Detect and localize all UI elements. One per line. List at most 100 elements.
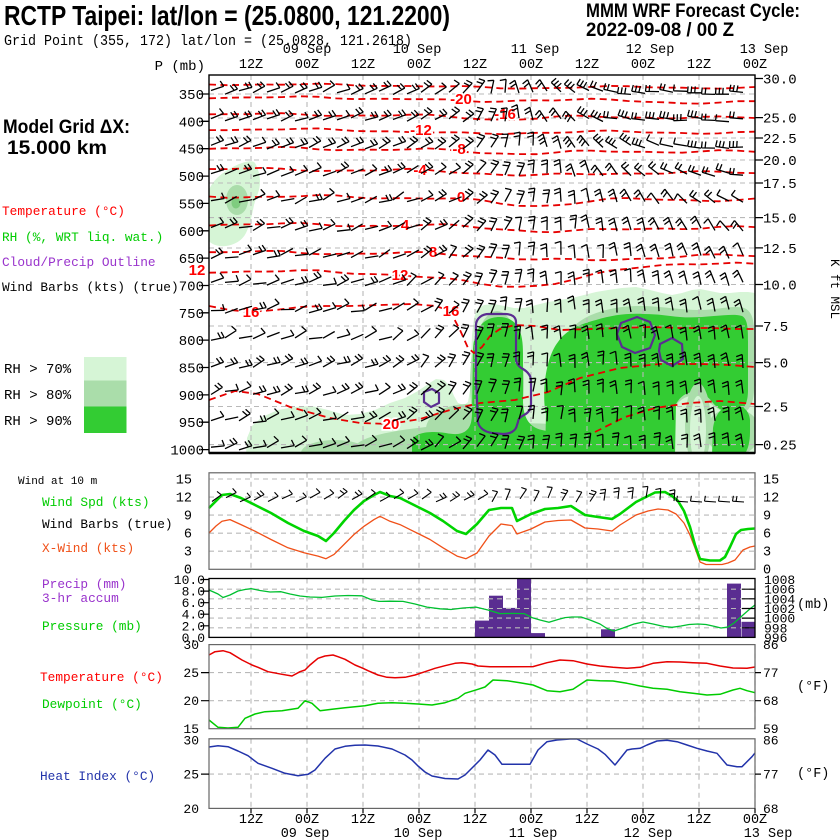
svg-text:20: 20 — [383, 416, 400, 433]
svg-text:25: 25 — [183, 666, 199, 681]
svg-text:15.0: 15.0 — [763, 212, 797, 228]
svg-text:00Z: 00Z — [631, 58, 655, 73]
svg-text:12.5: 12.5 — [763, 242, 797, 258]
svg-text:P (mb): P (mb) — [155, 59, 205, 75]
svg-text:1008: 1008 — [764, 573, 795, 588]
svg-text:Wind Spd (kts): Wind Spd (kts) — [42, 495, 150, 510]
svg-text:09 Sep: 09 Sep — [283, 43, 332, 58]
svg-text:12Z: 12Z — [351, 813, 375, 828]
svg-text:15: 15 — [763, 474, 779, 489]
svg-text:00Z: 00Z — [295, 813, 319, 828]
svg-text:1000: 1000 — [764, 612, 795, 627]
svg-text:12: 12 — [763, 492, 779, 507]
svg-text:996: 996 — [764, 631, 787, 646]
svg-text:9: 9 — [763, 510, 771, 525]
svg-text:RH > 80%: RH > 80% — [4, 388, 72, 404]
svg-text:Dewpoint (°C): Dewpoint (°C) — [42, 697, 142, 712]
svg-text:2.0: 2.0 — [182, 619, 205, 634]
svg-text:59: 59 — [763, 722, 779, 737]
svg-text:850: 850 — [179, 362, 204, 378]
svg-text:450: 450 — [179, 143, 204, 159]
svg-text:350: 350 — [179, 88, 204, 104]
svg-text:Heat Index (°C): Heat Index (°C) — [40, 769, 155, 784]
svg-text:-20: -20 — [450, 91, 472, 108]
svg-text:8.0: 8.0 — [182, 585, 205, 600]
svg-text:12Z: 12Z — [687, 58, 711, 73]
svg-text:68: 68 — [763, 694, 779, 709]
svg-text:2022-09-08 / 00 Z: 2022-09-08 / 00 Z — [586, 20, 734, 41]
svg-text:400: 400 — [179, 115, 204, 131]
svg-text:6: 6 — [184, 528, 192, 543]
svg-text:0.25: 0.25 — [763, 439, 797, 455]
svg-text:20: 20 — [183, 802, 199, 817]
svg-text:2.5: 2.5 — [763, 401, 788, 417]
svg-text:0: 0 — [184, 563, 192, 578]
svg-text:900: 900 — [179, 389, 204, 405]
svg-text:650: 650 — [179, 252, 204, 268]
svg-text:3: 3 — [184, 546, 192, 561]
svg-text:15: 15 — [176, 474, 192, 489]
svg-text:12 Sep: 12 Sep — [626, 43, 675, 58]
svg-text:(°F): (°F) — [797, 680, 829, 695]
svg-text:550: 550 — [179, 197, 204, 213]
svg-text:12Z: 12Z — [575, 813, 599, 828]
svg-text:K ft MSL: K ft MSL — [827, 259, 840, 319]
svg-text:3: 3 — [763, 546, 771, 561]
svg-text:0: 0 — [763, 563, 771, 578]
svg-text:00Z: 00Z — [519, 813, 543, 828]
svg-text:17.5: 17.5 — [763, 177, 797, 193]
svg-text:10.0: 10.0 — [763, 279, 797, 295]
svg-text:20.0: 20.0 — [763, 154, 797, 170]
svg-text:RCTP Taipei: lat/lon = (25.08: RCTP Taipei: lat/lon = (25.0800, 121.220… — [4, 0, 450, 31]
svg-text:13 Sep: 13 Sep — [744, 827, 793, 840]
svg-text:950: 950 — [179, 416, 204, 432]
svg-text:1006: 1006 — [764, 583, 795, 598]
svg-text:Wind at 10 m: Wind at 10 m — [18, 476, 98, 488]
svg-text:12 Sep: 12 Sep — [624, 827, 673, 840]
svg-text:4.0: 4.0 — [182, 608, 205, 623]
svg-text:10.0: 10.0 — [174, 573, 205, 588]
svg-text:25.0: 25.0 — [763, 112, 797, 128]
svg-text:X-Wind (kts): X-Wind (kts) — [42, 541, 134, 556]
svg-text:15: 15 — [183, 722, 199, 737]
svg-text:30: 30 — [183, 733, 199, 748]
svg-text:00Z: 00Z — [407, 58, 431, 73]
svg-text:25: 25 — [183, 768, 199, 783]
svg-text:-12: -12 — [410, 122, 432, 139]
svg-text:1002: 1002 — [764, 602, 795, 617]
svg-text:Model Grid ΔX:: Model Grid ΔX: — [3, 117, 130, 138]
svg-text:1000: 1000 — [170, 444, 204, 460]
svg-text:750: 750 — [179, 307, 204, 323]
svg-text:Wind Barbs (kts) (true): Wind Barbs (kts) (true) — [2, 280, 179, 295]
svg-text:68: 68 — [763, 802, 779, 817]
svg-text:12Z: 12Z — [351, 58, 375, 73]
svg-text:(°F): (°F) — [797, 767, 829, 782]
svg-text:6: 6 — [763, 528, 771, 543]
svg-text:00Z: 00Z — [743, 813, 767, 828]
svg-text:12: 12 — [176, 492, 192, 507]
svg-text:998: 998 — [764, 621, 787, 636]
svg-text:Temperature (°C): Temperature (°C) — [2, 204, 125, 219]
svg-text:RH > 70%: RH > 70% — [4, 362, 72, 378]
svg-text:1004: 1004 — [764, 592, 795, 607]
svg-text:RH > 90%: RH > 90% — [4, 414, 72, 430]
svg-text:6.0: 6.0 — [182, 596, 205, 611]
svg-text:12Z: 12Z — [239, 58, 263, 73]
svg-text:Temperature (°C): Temperature (°C) — [40, 670, 163, 685]
svg-text:0.0: 0.0 — [182, 631, 205, 646]
svg-text:10 Sep: 10 Sep — [394, 827, 443, 840]
svg-text:-8: -8 — [452, 141, 465, 158]
svg-text:11 Sep: 11 Sep — [511, 43, 560, 58]
svg-text:00Z: 00Z — [743, 58, 767, 73]
svg-text:(mb): (mb) — [797, 598, 829, 613]
svg-text:600: 600 — [179, 225, 204, 241]
svg-text:86: 86 — [763, 733, 779, 748]
svg-text:12Z: 12Z — [239, 813, 263, 828]
svg-text:86: 86 — [763, 638, 779, 653]
svg-text:500: 500 — [179, 170, 204, 186]
svg-text:3-hr accum: 3-hr accum — [42, 591, 119, 606]
svg-text:13 Sep: 13 Sep — [740, 43, 789, 58]
svg-text:8: 8 — [429, 244, 437, 261]
svg-text:30: 30 — [183, 638, 199, 653]
svg-text:77: 77 — [763, 768, 779, 783]
